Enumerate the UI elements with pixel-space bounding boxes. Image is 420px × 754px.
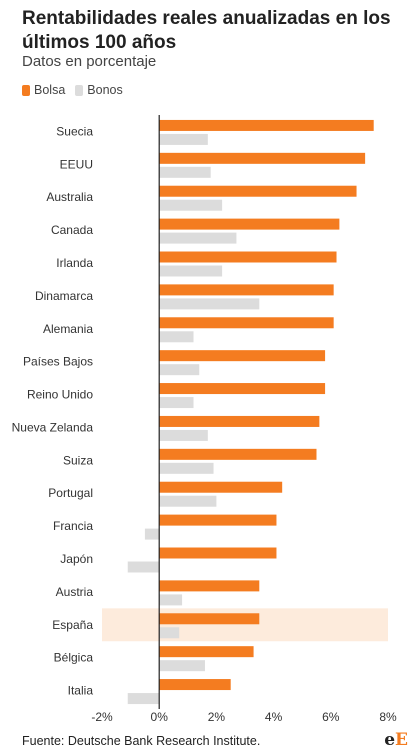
- bar-bonos-reino-unido: [159, 397, 194, 409]
- bar-bolsa-austria: [159, 580, 260, 592]
- bar-bolsa-portugal: [159, 481, 283, 493]
- x-tick-label: -2%: [91, 710, 113, 724]
- bar-bonos-dinamarca: [159, 298, 260, 310]
- bar-bolsa-dinamarca: [159, 284, 334, 296]
- bar-bonos-belgica: [159, 660, 205, 672]
- bar-bonos-australia: [159, 199, 223, 211]
- publisher-logo: eE: [384, 730, 408, 750]
- category-label-suiza: Suiza: [63, 453, 93, 467]
- category-label-paises-bajos: Países Bajos: [23, 355, 93, 369]
- bar-bonos-francia: [144, 528, 160, 540]
- chart-subtitle: Datos en porcentaje: [22, 53, 157, 70]
- category-label-belgica: Bélgica: [54, 651, 94, 665]
- category-label-australia: Australia: [46, 190, 93, 204]
- legend-item-bonos: Bonos: [75, 83, 123, 97]
- legend: Bolsa Bonos: [22, 83, 133, 97]
- category-label-portugal: Portugal: [48, 486, 93, 500]
- bar-bolsa-reino-unido: [159, 383, 326, 395]
- x-tick-label: 2%: [208, 710, 226, 724]
- bar-bolsa-irlanda: [159, 251, 337, 263]
- category-label-austria: Austria: [56, 585, 94, 599]
- legend-swatch-bolsa: [22, 84, 30, 96]
- bar-bonos-nueva-zelanda: [159, 429, 208, 441]
- category-label-canada: Canada: [51, 223, 93, 237]
- bar-bolsa-belgica: [159, 646, 254, 658]
- bar-bolsa-suecia: [159, 119, 374, 131]
- bar-bonos-alemania: [159, 331, 194, 343]
- bar-bonos-portugal: [159, 495, 217, 507]
- category-label-eeuu: EEUU: [60, 157, 93, 171]
- bar-bonos-japon: [127, 561, 160, 573]
- bar-bonos-canada: [159, 232, 237, 244]
- legend-swatch-bonos: [75, 84, 84, 96]
- bar-bonos-irlanda: [159, 265, 223, 277]
- bar-bonos-paises-bajos: [159, 364, 200, 376]
- bar-bolsa-francia: [159, 514, 277, 526]
- bar-bolsa-suiza: [159, 448, 317, 460]
- bar-bolsa-nueva-zelanda: [159, 415, 320, 427]
- x-tick-label: 0%: [151, 710, 169, 724]
- category-label-alemania: Alemania: [43, 322, 93, 336]
- chart-title: Rentabilidades reales anualizadas en los…: [22, 8, 391, 53]
- x-tick-label: 8%: [379, 710, 397, 724]
- bar-bolsa-japon: [159, 547, 277, 559]
- bar-bolsa-paises-bajos: [159, 350, 326, 362]
- bar-bolsa-canada: [159, 218, 340, 230]
- bar-bonos-suecia: [159, 133, 208, 145]
- bar-bolsa-espana: [159, 613, 260, 625]
- bar-bolsa-eeuu: [159, 152, 366, 164]
- highlight-band-espana: [102, 608, 388, 642]
- bar-bonos-italia: [127, 693, 160, 705]
- category-label-suecia: Suecia: [56, 124, 93, 138]
- category-label-nueva-zelanda: Nueva Zelanda: [12, 420, 94, 434]
- category-label-italia: Italia: [68, 684, 94, 698]
- legend-label-bolsa: Bolsa: [34, 83, 66, 97]
- bar-bonos-austria: [159, 594, 183, 606]
- bar-bolsa-australia: [159, 185, 357, 197]
- bar-bonos-eeuu: [159, 166, 211, 178]
- bar-bolsa-italia: [159, 679, 231, 691]
- category-label-espana: España: [52, 618, 93, 632]
- bar-bolsa-alemania: [159, 317, 334, 329]
- x-tick-label: 6%: [322, 710, 340, 724]
- source-note: Fuente: Deutsche Bank Research Institute…: [22, 734, 261, 748]
- category-label-dinamarca: Dinamarca: [35, 289, 93, 303]
- category-label-japon: Japón: [60, 552, 93, 566]
- bar-bonos-suiza: [159, 462, 214, 474]
- category-label-reino-unido: Reino Unido: [27, 388, 93, 402]
- category-label-irlanda: Irlanda: [56, 256, 93, 270]
- legend-item-bolsa: Bolsa: [22, 83, 65, 97]
- x-tick-label: 4%: [265, 710, 283, 724]
- bar-bonos-espana: [159, 627, 180, 639]
- category-label-francia: Francia: [53, 519, 93, 533]
- legend-label-bonos: Bonos: [87, 83, 123, 97]
